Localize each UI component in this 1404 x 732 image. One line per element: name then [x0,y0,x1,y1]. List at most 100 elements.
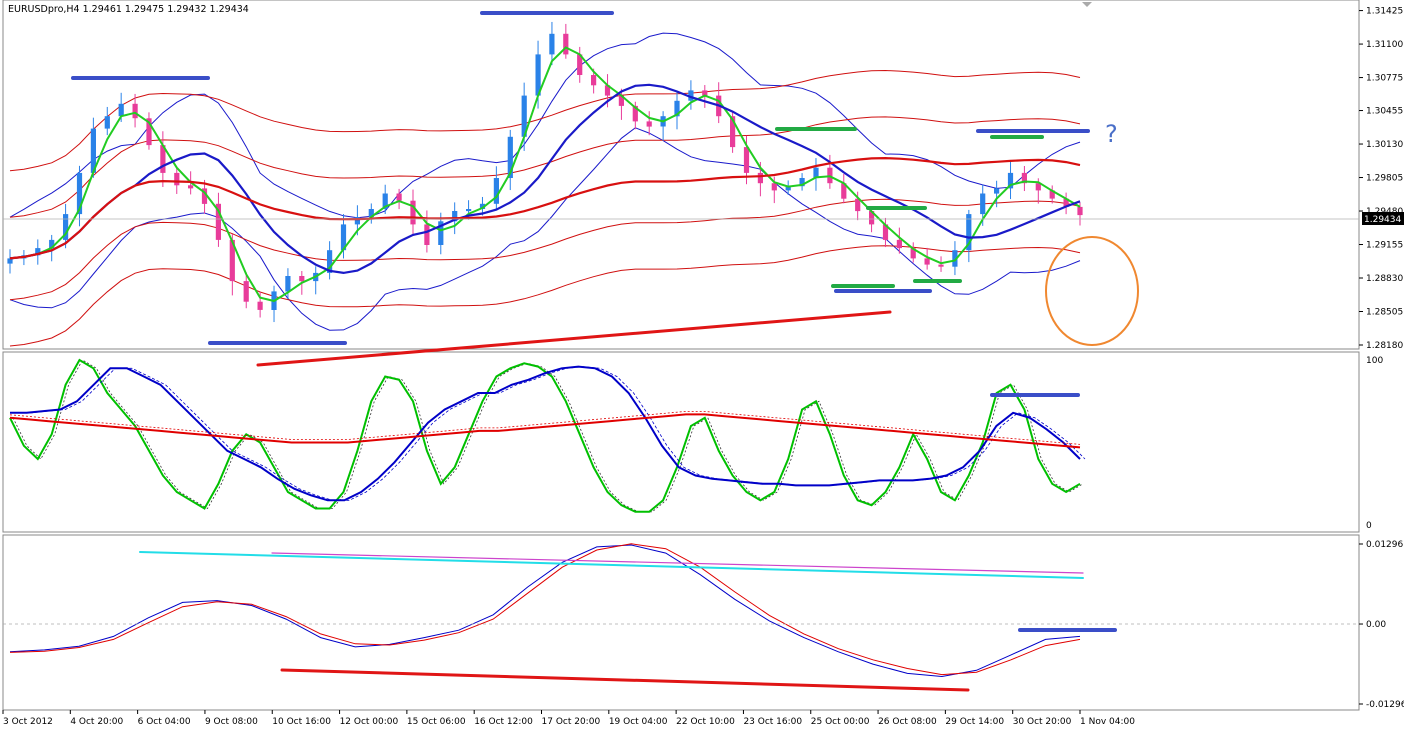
stochastic-slow-line [10,365,1081,502]
candle-body [604,85,611,96]
candle-body [63,214,69,240]
candle-body [132,103,138,119]
candle-body [188,185,194,189]
time-tick-label: 10 Oct 16:00 [272,717,331,727]
macd-tick-label: 0.00 [1366,620,1386,630]
candle-body [799,178,805,187]
candle-body [1007,172,1014,189]
candle-body [368,209,374,218]
candle-body [382,193,388,209]
candle-body [1063,198,1069,207]
question-mark: ? [1105,120,1118,148]
envelope-upper-outer-line [9,69,1081,172]
price-tick-label: 1.30775 [1366,74,1403,84]
candle-body [591,75,597,86]
candle-body [201,188,208,204]
time-tick-label: 15 Oct 06:00 [407,717,466,727]
candle-body [688,90,694,101]
candle-body [243,281,249,302]
stochastic-ma-line [9,413,1081,449]
candle-body [785,186,791,191]
candle-body [299,276,305,282]
envelope-lower-outer-line [9,245,1081,347]
candle-body [396,193,402,201]
time-tick-label: 16 Oct 12:00 [474,717,533,727]
target-circle [1045,236,1139,346]
candle-body [146,118,152,146]
time-tick-label: 1 Nov 04:00 [1080,717,1135,727]
macd-line [9,544,1081,678]
candle-body [549,33,555,55]
candle-body [49,239,55,249]
time-axis: 3 Oct 2012 4 Oct 20:00 6 Oct 04:00 9 Oct 08… [2,710,1135,727]
ma-red-line [9,156,1081,260]
stochastic-pane-frame [2,351,1360,533]
candle-body [76,172,83,215]
scroll-indicator-icon [1082,2,1092,7]
candle-body [507,136,513,178]
candle-body [646,121,652,127]
bollinger-upper-line [9,32,1081,219]
candle-body [35,248,41,256]
candle-body [327,250,333,273]
candle-body [7,258,13,264]
stochastic-pane[interactable] [9,358,1086,513]
candle-body [994,188,1000,194]
envelope-lower-inner-line [9,198,1081,301]
chart-title: EURUSDpro,H4 1.29461 1.29475 1.29432 1.2… [8,4,249,15]
candle-body [1035,183,1041,191]
candle-body [174,172,180,186]
annotations [71,2,1117,692]
candle-body [424,224,430,245]
time-tick-label: 30 Oct 20:00 [1013,717,1072,727]
price-tick-label: 1.30130 [1366,140,1403,150]
candle-body [354,217,360,225]
price-axis: 1.31425 1.31100 1.30775 1.30455 1.30130 1.298… [1359,7,1403,351]
candle-body [757,172,763,184]
candle-body [910,248,916,259]
time-tick-label: 17 Oct 20:00 [542,717,601,727]
stochastic-axis: 100 0 [1366,356,1383,531]
time-tick-label: 9 Oct 08:00 [205,717,258,727]
candle-body [730,116,736,148]
candle-body [1021,172,1027,184]
price-tick-label: 1.31100 [1366,40,1403,50]
candle-body [702,90,708,96]
macd-pane-frame [2,534,1360,711]
time-tick-label: 29 Oct 14:00 [945,717,1004,727]
candle-body [410,200,416,225]
price-tick-label: 1.29155 [1366,241,1403,251]
macd-pane[interactable] [9,543,1081,678]
candle-body [924,258,930,265]
magenta-trend-line [271,552,1084,574]
macd-axis: 0.012967 0.00 -0.01296 [1359,540,1404,710]
candle-body [160,145,166,173]
time-tick-label: 4 Oct 20:00 [70,717,123,727]
price-tick-label: 1.31425 [1366,7,1403,17]
candle-body [563,33,569,55]
candle-body [479,203,486,209]
time-tick-label: 6 Oct 04:00 [138,717,191,727]
price-pane-frame [2,0,1360,350]
candle-body [285,276,291,292]
candle-body [1049,190,1055,199]
candle-body [90,128,96,173]
envelope-upper-inner-line [9,116,1081,218]
candle-body [841,183,847,199]
candle-body [257,301,263,310]
candle-body [632,105,638,122]
price-pane[interactable] [7,21,1083,347]
candle-body [618,95,624,106]
candle-body [466,209,472,212]
red-trend-line [256,310,892,367]
candle-body [340,224,347,251]
candle-body [896,239,902,249]
candle-body [229,239,235,282]
candle-body [980,193,986,215]
red-macd-trend-line [280,668,970,692]
candle-body [855,198,861,212]
ma-blue-line [9,83,1081,275]
cyan-trend-line [139,551,1084,579]
macd-signal-line [9,543,1081,676]
